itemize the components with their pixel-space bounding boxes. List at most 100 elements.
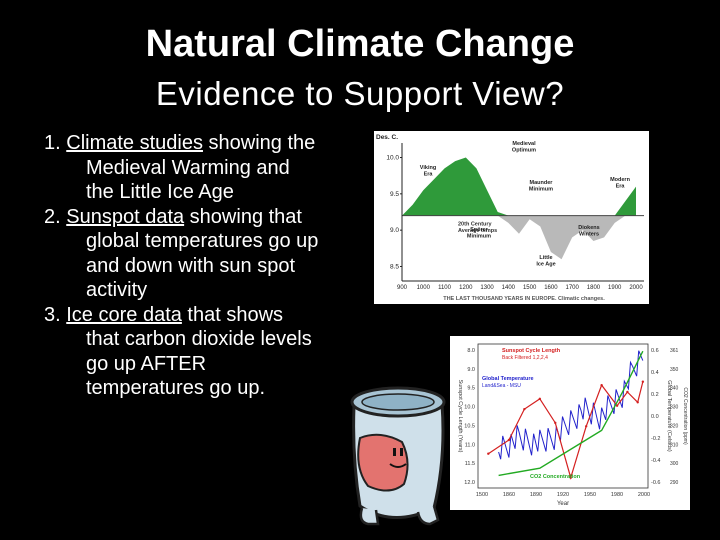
y-axis-label: Des. C.: [376, 134, 398, 141]
left-tick-label: 8.0: [467, 348, 475, 354]
x-tick-label: 1980: [611, 492, 623, 498]
x-tick-label: 1500: [523, 285, 537, 291]
plot-frame: [477, 343, 649, 489]
right2-tick-label: 300: [670, 461, 679, 467]
left-tick-label: 11.5: [465, 461, 475, 467]
x-tick-label: 1860: [503, 492, 515, 498]
legend-temperature: Global Temperature: [482, 376, 534, 382]
right-tick-label: 0.2: [651, 392, 659, 398]
sunspot-point: [507, 438, 511, 442]
bullet-text: showing the: [202, 132, 316, 154]
bullet-continuation: the Little Ice Age: [86, 181, 234, 203]
right-axis-label: Global Temperature (Celsius): [666, 380, 672, 452]
chart-caption: THE LAST THOUSAND YEARS IN EUROPE. Clima…: [443, 296, 605, 302]
bullet-continuation: go up AFTER: [86, 352, 207, 375]
bullet-continuation: and down with sun spot: [86, 254, 296, 277]
sunspot-line: [487, 381, 644, 480]
sunspot-temperature-chart: 8.0 9.0 9.5 10.0 10.5 11.0 11.5 12.0 0.6 0.4 0.2 0.…: [450, 336, 690, 510]
legend-temperature-sub: Land&Sea - MSU: [482, 383, 521, 389]
legend-sunspot: Sunspot Cycle Length: [502, 348, 561, 354]
x-tick-label: 1700: [566, 285, 580, 291]
sunspot-point: [636, 401, 639, 404]
bullet-first-line: 1. Climate studies showing the: [44, 131, 374, 156]
left-tick-label: 12.0: [464, 480, 475, 486]
baseline-label-line: Average temps: [458, 228, 497, 234]
x-tick-label: 1920: [557, 492, 569, 498]
x-axis-label: Year: [557, 501, 569, 507]
baseline-label: 20th Century Average temps: [458, 222, 497, 235]
x-tick-label: 1200: [459, 285, 473, 291]
right-tick-label: -0.6: [651, 480, 660, 486]
annotation-line: Minimum: [467, 234, 491, 240]
bullet-first-line: 3. Ice core data that shows: [44, 303, 374, 328]
sunspot-point: [487, 452, 490, 455]
x-tick-label: 1890: [530, 492, 542, 498]
right2-tick-label: 290: [670, 480, 679, 486]
bullet-text: that shows: [181, 303, 284, 326]
bullet-continuation: temperatures go up.: [86, 377, 265, 399]
right2-tick-label: 310: [670, 442, 679, 448]
bullet-first-line: 2. Sunspot data showing that: [44, 205, 374, 230]
sunspot-point: [615, 404, 619, 407]
sunspot-point: [626, 390, 629, 394]
bullet-number: 2.: [44, 205, 67, 228]
y-tick-label: 9.0: [390, 227, 399, 234]
bullet-item: 2. Sunspot data showing that global tempe…: [44, 205, 374, 303]
slide-subtitle: Evidence to Support View?: [155, 75, 565, 112]
annotation-line: Viking: [420, 165, 436, 171]
bullet-lead: Climate studies: [66, 132, 203, 154]
right2-tick-label: 320: [670, 423, 679, 429]
bullet-continuation: global temperatures go up: [86, 230, 319, 252]
x-tick-label: 1950: [584, 492, 596, 498]
annotation-line: Optimum: [512, 148, 536, 154]
left-tick-label: 10.5: [464, 423, 475, 429]
annotation: Viking Era: [420, 165, 436, 178]
bullet-list: 1. Climate studies showing the Medieval W…: [44, 131, 374, 401]
annotation: Little Ice Age: [536, 255, 555, 268]
sunspot-point: [569, 476, 572, 479]
right2-tick-label: 350: [670, 367, 679, 373]
bullet-number: 3.: [44, 303, 67, 326]
x-tick-label: 2000: [629, 285, 643, 291]
slide-title: Natural Climate Change: [145, 23, 575, 65]
right-tick-label: 0.0: [651, 414, 659, 420]
cartoon-can-character: [350, 386, 446, 526]
annotation-line: Era: [616, 184, 626, 190]
annotation-line: Minimum: [529, 187, 553, 193]
x-tick-label: 1100: [438, 285, 452, 291]
right2-tick-label: 330: [670, 405, 679, 411]
annotation: Maunder Minimum: [529, 180, 553, 193]
baseline-label-line: 20th Century: [458, 222, 493, 228]
warm-area: [402, 157, 636, 216]
bullet-continuation: Medieval Warming and: [86, 156, 290, 179]
legend-sunspot-sub: Back Filtered 1,2,2,4: [502, 355, 548, 361]
annotation: Spörer Minimum: [467, 227, 491, 240]
left-tick-label: 10.0: [464, 405, 475, 411]
annotation-line: Spörer: [470, 227, 489, 233]
left-tick-label: 9.0: [467, 367, 475, 373]
bullet-item: 3. Ice core data that shows that carbon d…: [44, 303, 374, 401]
x-tick-label: 1500: [476, 492, 488, 498]
annotation-line: Winters: [579, 232, 599, 238]
bullet-continuation: activity: [86, 279, 148, 301]
x-tick-label: 1800: [587, 285, 601, 291]
sunspot-point: [538, 397, 542, 401]
right2-tick-label: 361: [670, 348, 679, 354]
bullet-lead: Ice core data: [66, 303, 182, 326]
annotation-line: Medieval: [512, 141, 536, 147]
right-tick-label: -0.2: [651, 436, 660, 442]
x-tick-label: 2000: [638, 492, 650, 498]
bullet-item: 1. Climate studies showing the Medieval W…: [44, 131, 374, 205]
y-tick-label: 9.5: [390, 191, 399, 198]
left-axis-label: Sunspot Cycle Length (Years): [457, 380, 463, 453]
x-tick-label: 1000: [417, 285, 431, 291]
x-tick-label: 1900: [608, 285, 622, 291]
x-tick-label: 1400: [502, 285, 516, 291]
left-tick-label: 11.0: [465, 442, 475, 448]
right2-axis-label: CO2 Concentration (ppm): [682, 387, 688, 445]
sunspot-point: [641, 380, 645, 383]
left-tick-label: 9.5: [467, 386, 475, 392]
x-tick-label: 1600: [544, 285, 558, 291]
annotation-line: Era: [424, 172, 434, 178]
sunspot-point: [600, 383, 603, 387]
